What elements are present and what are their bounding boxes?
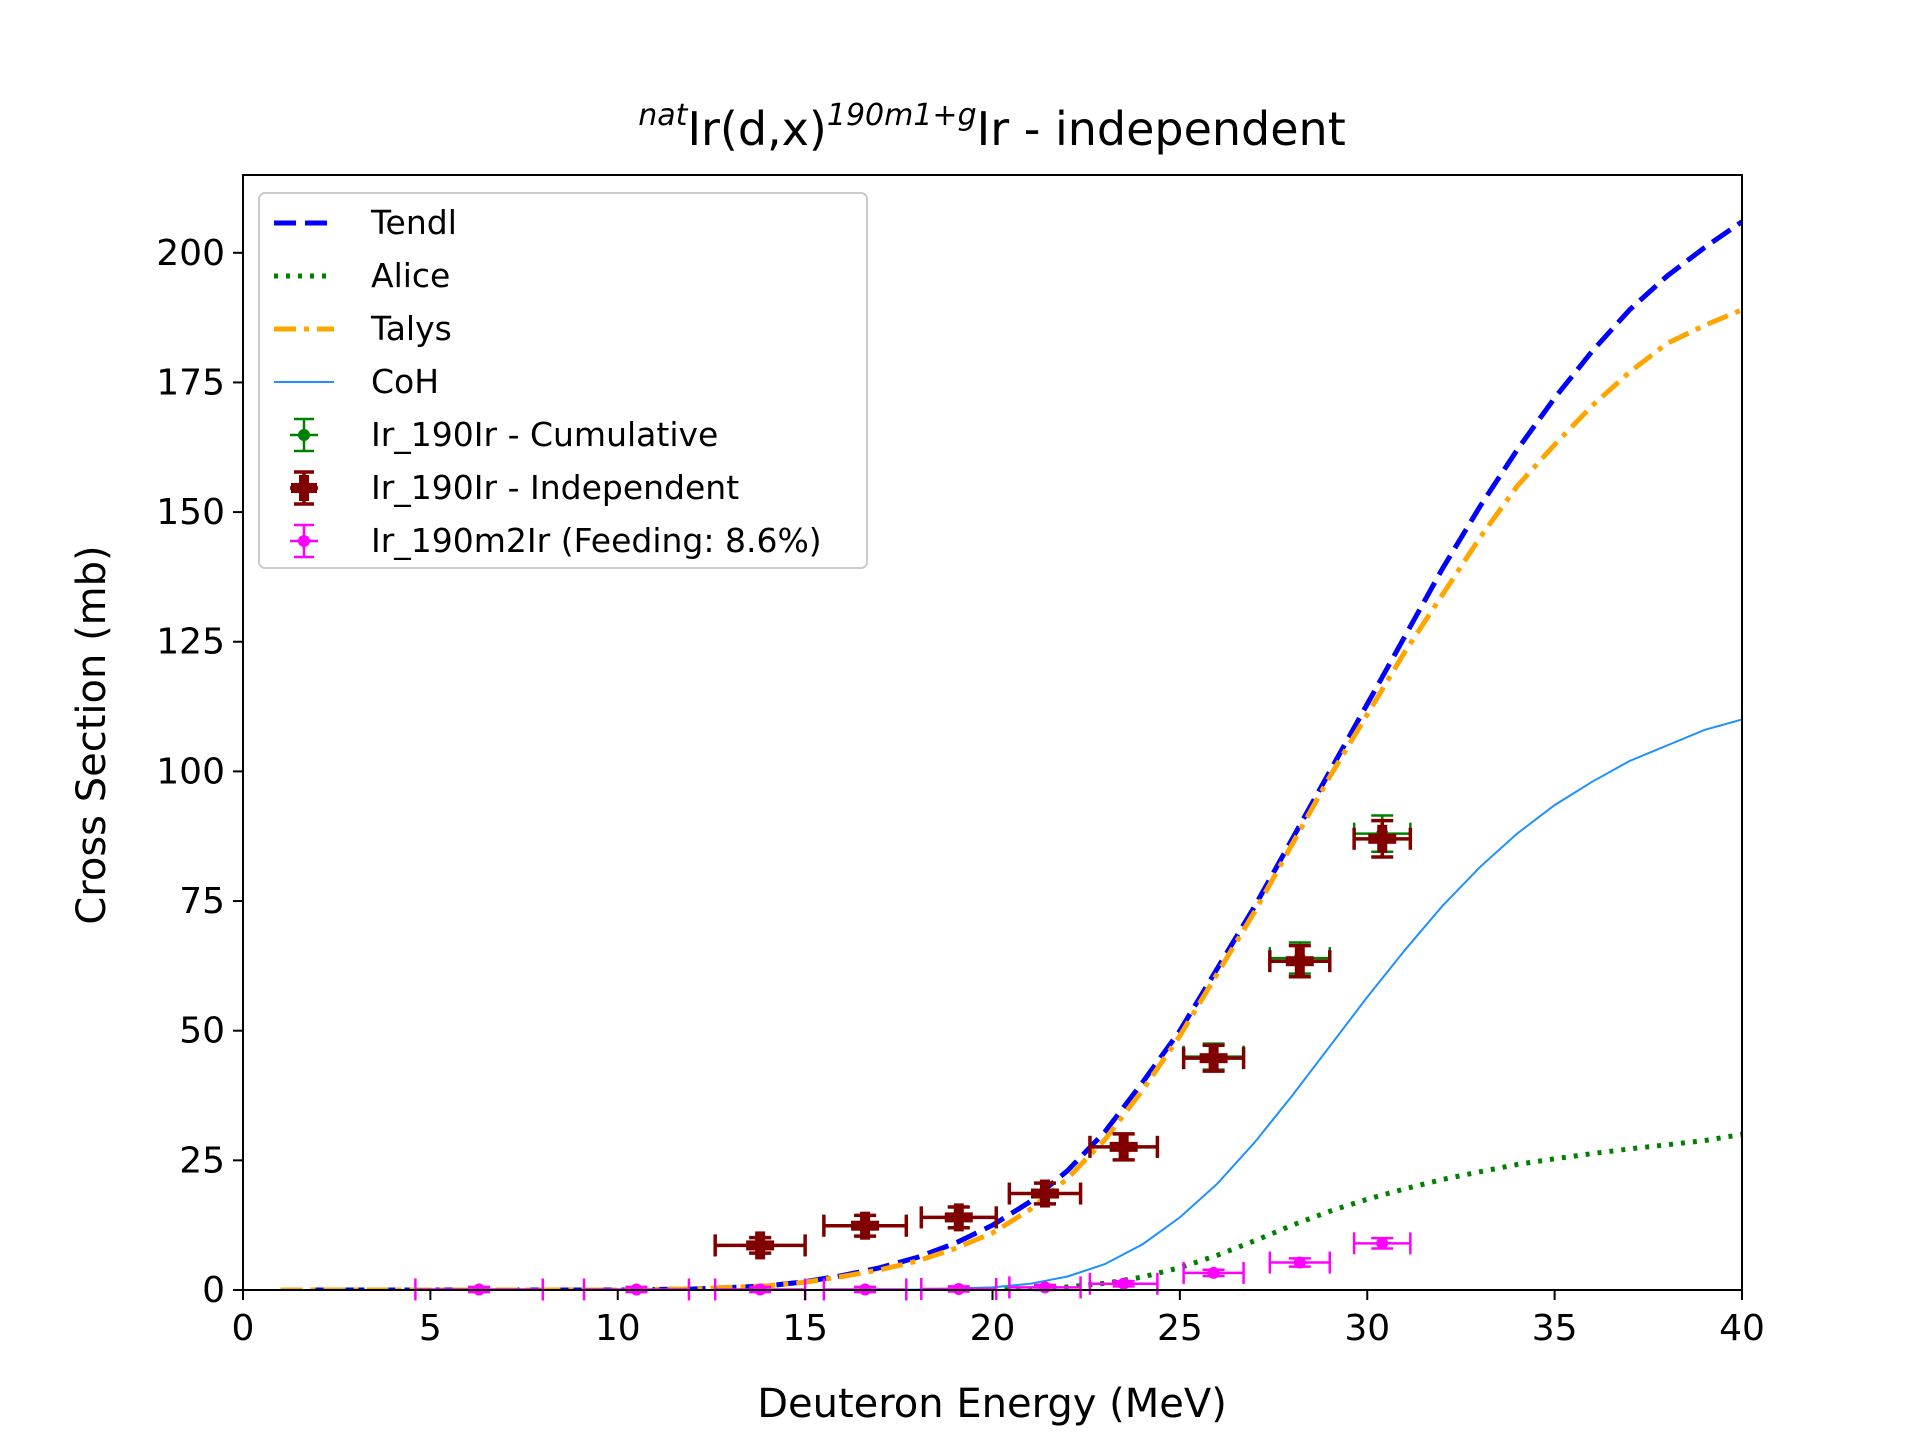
x-tick-label: 20 (970, 1308, 1016, 1349)
data-point (1007, 1179, 1083, 1208)
plus-marker-v (1294, 947, 1305, 976)
data-point (1181, 1043, 1246, 1073)
x-tick-label: 25 (1157, 1308, 1203, 1349)
legend-label: Tendl (370, 203, 457, 242)
x-axis: 0 5 10 15 20 25 30 35 40 (232, 1290, 1765, 1349)
legend-swatch-plus-v (299, 475, 309, 501)
data-point (920, 1277, 998, 1300)
data-point (1268, 943, 1332, 979)
chart-title-superscript: 190m1+g (827, 98, 977, 133)
legend-item: CoH (274, 362, 439, 401)
x-tick-label: 10 (595, 1308, 641, 1349)
data-point (1182, 1261, 1245, 1284)
y-tick-label: 100 (156, 751, 225, 792)
x-tick-label: 5 (419, 1308, 442, 1349)
y-tick-label: 150 (156, 492, 225, 533)
legend-swatch-marker (298, 535, 310, 547)
x-tick-label: 15 (782, 1308, 828, 1349)
y-axis: 0 25 50 75 100 125 150 175 200 (156, 233, 243, 1311)
plus-marker-v (953, 1203, 964, 1232)
plus-marker-v (1039, 1179, 1050, 1208)
y-axis-label: Cross Section (mb) (69, 545, 115, 924)
circle-marker (1038, 1281, 1051, 1294)
data-point (1352, 1232, 1412, 1255)
data-point (1268, 1251, 1332, 1274)
chart-title-main: Ir(d,x) (687, 102, 826, 156)
legend-item: Alice (274, 256, 450, 295)
x-axis-label: Deuteron Energy (MeV) (757, 1381, 1227, 1427)
errorbar-series-1 (713, 818, 1413, 1260)
legend-item: Tendl (274, 203, 457, 242)
legend-item: Ir_190Ir - Cumulative (290, 415, 718, 454)
plus-marker-v (755, 1231, 766, 1260)
chart-title-suffix: Ir - independent (977, 102, 1346, 156)
y-tick-label: 50 (179, 1011, 225, 1052)
series-line-coh (805, 718, 1742, 1290)
legend-box (258, 192, 868, 569)
legend-item: Talys (274, 309, 452, 348)
legend-label: Alice (371, 256, 450, 295)
data-point (919, 1203, 998, 1232)
data-point (822, 1211, 909, 1240)
legend-label: Ir_190Ir - Independent (371, 468, 739, 507)
legend-label: CoH (371, 362, 439, 401)
y-tick-label: 125 (156, 622, 225, 663)
data-point (1088, 1132, 1160, 1162)
chart-title: natIr(d,x)190m1+gIr - independent (638, 98, 1345, 156)
plus-marker-v (1377, 824, 1388, 853)
legend-item: Ir_190m2Ir (Feeding: 8.6%) (290, 521, 822, 560)
y-tick-label: 200 (156, 233, 225, 274)
circle-marker (1293, 1256, 1306, 1269)
plus-marker-v (860, 1211, 871, 1240)
chart-title-prefix: nat (638, 98, 688, 133)
circle-marker (1376, 1237, 1389, 1250)
y-tick-label: 175 (156, 362, 225, 403)
x-tick-label: 35 (1532, 1308, 1578, 1349)
y-tick-label: 0 (202, 1270, 225, 1311)
data-point (1352, 818, 1413, 859)
circle-marker (1117, 1277, 1130, 1290)
data-point (713, 1231, 807, 1260)
legend-label: Ir_190m2Ir (Feeding: 8.6%) (371, 521, 822, 560)
x-tick-label: 0 (232, 1308, 255, 1349)
legend-label: Ir_190Ir - Cumulative (371, 415, 718, 454)
plus-marker-v (1208, 1044, 1219, 1073)
series-line-tendl (280, 219, 1742, 1290)
legend-item: Ir_190Ir - Independent (290, 468, 739, 507)
legend: Tendl Alice Talys CoH Ir_190Ir - Cumulative I… (258, 192, 868, 569)
legend-label: Talys (370, 309, 452, 348)
circle-marker (952, 1282, 965, 1295)
plus-marker-v (1118, 1132, 1129, 1161)
y-tick-label: 75 (179, 881, 225, 922)
legend-swatch-marker (298, 429, 310, 441)
data-point (1088, 1272, 1159, 1295)
circle-marker (1207, 1266, 1220, 1279)
y-tick-label: 25 (179, 1140, 225, 1181)
x-tick-label: 30 (1344, 1308, 1390, 1349)
x-tick-label: 40 (1719, 1308, 1765, 1349)
plot-area (242, 174, 1743, 1301)
